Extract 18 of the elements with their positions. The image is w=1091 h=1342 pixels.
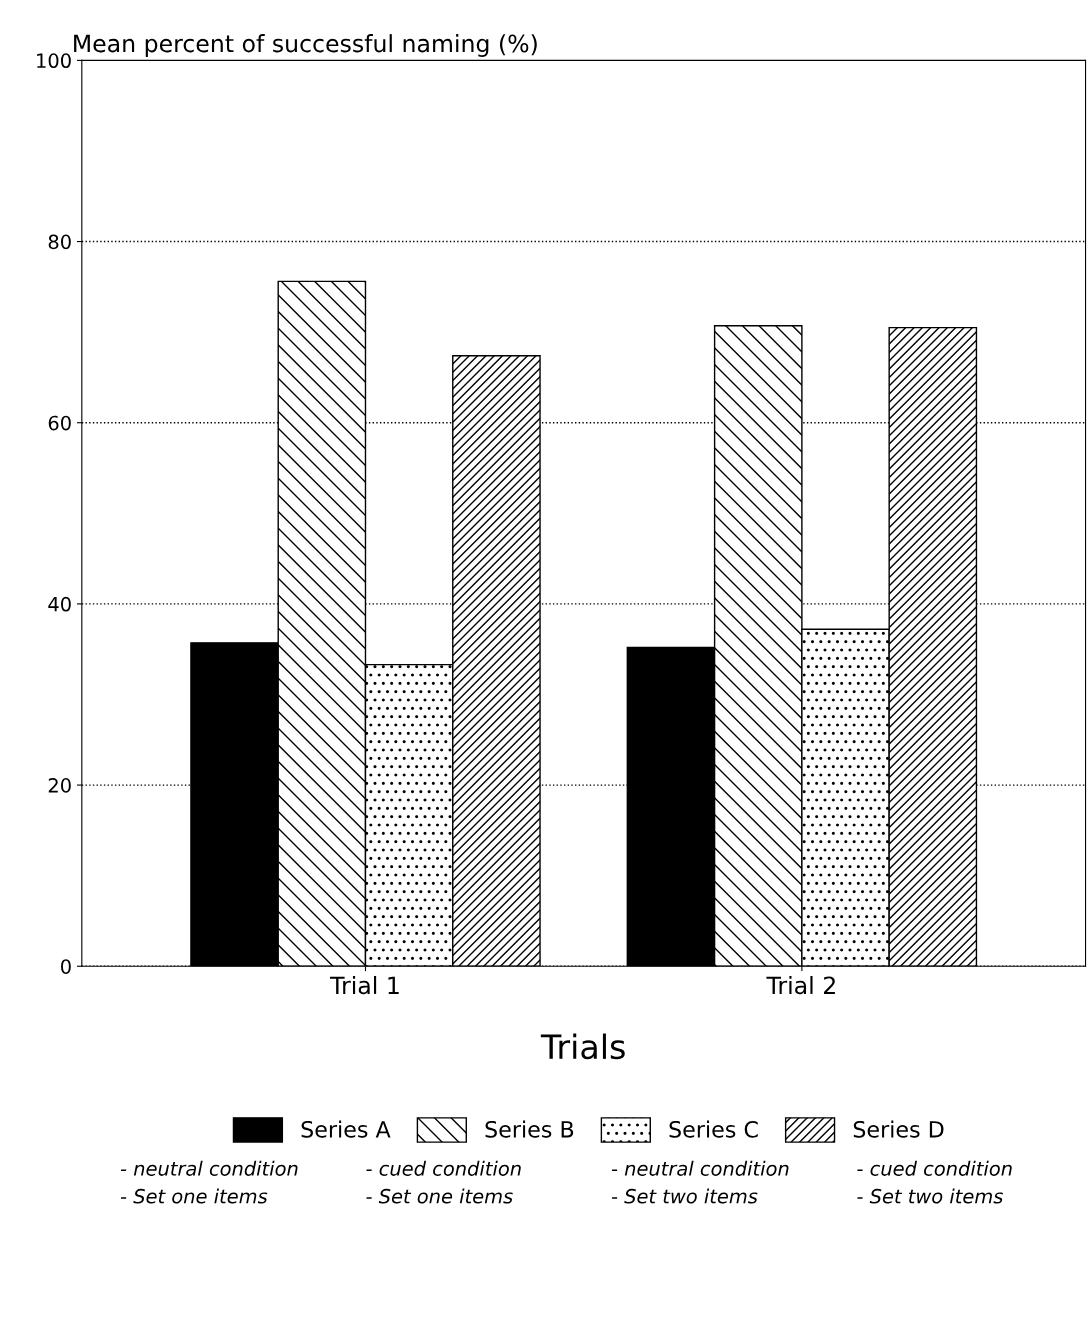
legend-label: Series B: [485, 1120, 574, 1138]
y-tick-label: 60: [48, 415, 71, 431]
text: - neutral condition - Set two items: [611, 1160, 789, 1204]
legend-label: Series C: [669, 1120, 758, 1138]
legend-label: Series A: [301, 1120, 391, 1138]
y-tick-label: 40: [48, 596, 71, 612]
y-tick-label: 100: [37, 53, 71, 69]
legend-label: Series D: [853, 1120, 944, 1138]
text: - cued condition - Set two items: [857, 1160, 1012, 1204]
x-tick-label: Trial 2: [766, 975, 835, 995]
x-axis-title: Trials: [540, 1033, 625, 1060]
x-tick-label: Trial 1: [330, 975, 399, 995]
chart-title: Mean percent of successful naming (%): [74, 34, 537, 57]
text: - neutral condition - Set one items: [120, 1160, 298, 1204]
y-tick-label: 80: [48, 234, 71, 250]
y-tick-label: 0: [61, 959, 71, 974]
text: - cued condition - Set one items: [366, 1160, 521, 1204]
y-tick-label: 20: [48, 778, 71, 793]
